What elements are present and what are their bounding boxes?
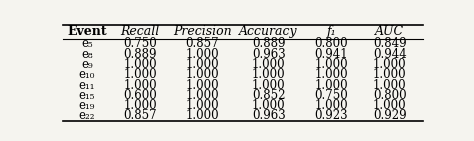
Text: 1.000: 1.000: [186, 110, 219, 123]
Text: 1.000: 1.000: [123, 79, 157, 92]
Text: e₅: e₅: [81, 37, 92, 50]
Text: 0.923: 0.923: [314, 110, 348, 123]
Text: AUC: AUC: [375, 25, 404, 38]
Text: 1.000: 1.000: [373, 99, 407, 112]
Text: 1.000: 1.000: [373, 68, 407, 81]
Text: 0.800: 0.800: [314, 37, 348, 50]
Text: 0.852: 0.852: [252, 89, 285, 102]
Text: 0.944: 0.944: [373, 48, 407, 61]
Text: 1.000: 1.000: [373, 79, 407, 92]
Text: Accuracy: Accuracy: [239, 25, 298, 38]
Text: 0.857: 0.857: [123, 110, 157, 123]
Text: 0.849: 0.849: [373, 37, 407, 50]
Text: 1.000: 1.000: [314, 58, 348, 71]
Text: 1.000: 1.000: [314, 79, 348, 92]
Text: Precision: Precision: [173, 25, 232, 38]
Text: 1.000: 1.000: [252, 99, 285, 112]
Text: 1.000: 1.000: [186, 68, 219, 81]
Text: f₁: f₁: [326, 25, 336, 38]
Text: 1.000: 1.000: [186, 58, 219, 71]
Text: 1.000: 1.000: [186, 79, 219, 92]
Text: 0.929: 0.929: [373, 110, 407, 123]
Text: 0.600: 0.600: [123, 89, 157, 102]
Text: 1.000: 1.000: [252, 79, 285, 92]
Text: 1.000: 1.000: [252, 68, 285, 81]
Text: e₁₅: e₁₅: [79, 89, 95, 102]
Text: 0.889: 0.889: [123, 48, 157, 61]
Text: 0.889: 0.889: [252, 37, 285, 50]
Text: 1.000: 1.000: [314, 68, 348, 81]
Text: 1.000: 1.000: [186, 48, 219, 61]
Text: 1.000: 1.000: [252, 58, 285, 71]
Text: 0.963: 0.963: [252, 110, 285, 123]
Text: 0.963: 0.963: [252, 48, 285, 61]
Text: 0.750: 0.750: [123, 37, 157, 50]
Text: 0.857: 0.857: [186, 37, 219, 50]
Text: 1.000: 1.000: [123, 99, 157, 112]
Text: e₁₀: e₁₀: [79, 68, 95, 81]
Text: 1.000: 1.000: [186, 99, 219, 112]
Text: 1.000: 1.000: [186, 89, 219, 102]
Text: e₁₁: e₁₁: [79, 79, 95, 92]
Text: Event: Event: [67, 25, 107, 38]
Text: e₈: e₈: [81, 48, 92, 61]
Text: 0.750: 0.750: [314, 89, 348, 102]
Text: e₉: e₉: [81, 58, 92, 71]
Text: 1.000: 1.000: [123, 58, 157, 71]
Text: 1.000: 1.000: [373, 58, 407, 71]
Text: 1.000: 1.000: [314, 99, 348, 112]
Text: 1.000: 1.000: [123, 68, 157, 81]
Text: e₂₂: e₂₂: [79, 110, 95, 123]
Text: 0.941: 0.941: [314, 48, 348, 61]
Text: 0.800: 0.800: [373, 89, 407, 102]
Text: e₁₉: e₁₉: [79, 99, 95, 112]
Text: Recall: Recall: [120, 25, 160, 38]
